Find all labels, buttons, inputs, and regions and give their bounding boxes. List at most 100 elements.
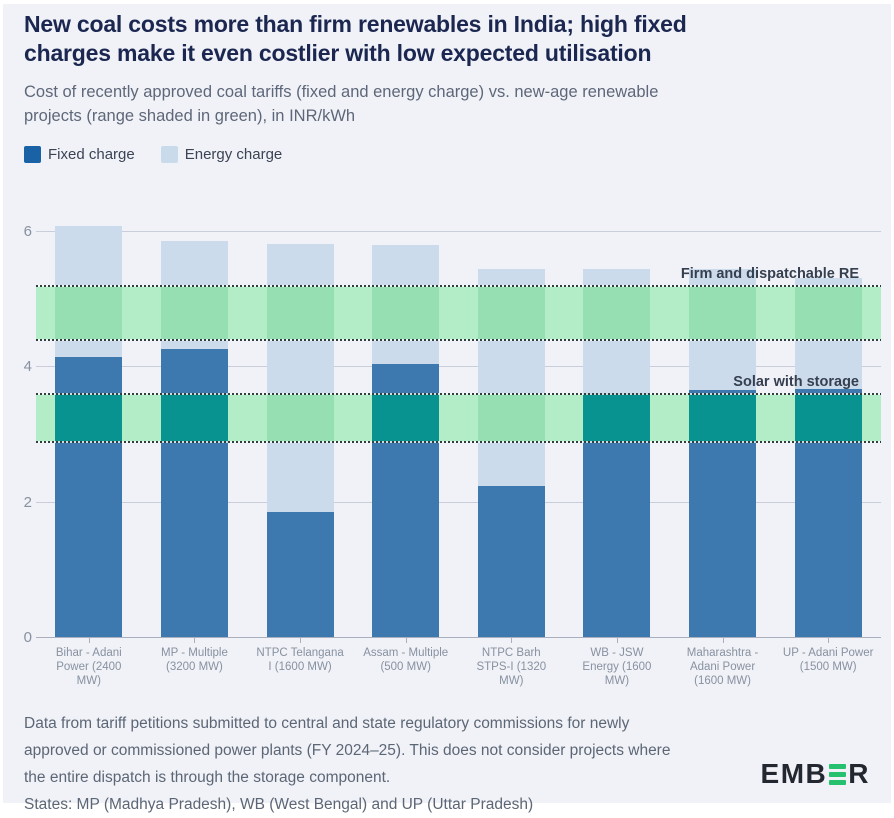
bar-2-energy-seg	[266, 339, 334, 395]
x-axis-label-4: NTPC Barh STPS-I (1320 MW)	[476, 647, 547, 687]
bar-3-fixed-seg	[372, 363, 440, 395]
plot-area: Firm and dispatchable RE Solar with stora…	[36, 210, 881, 643]
bar-3-fixed-seg	[372, 393, 440, 442]
x-axis-label-6: Maharashtra - Adani Power (1600 MW)	[686, 647, 759, 687]
bar-4-energy-seg	[477, 269, 545, 286]
x-axis-label-5: WB - JSW Energy (1600 MW)	[582, 647, 652, 687]
gridline-4	[36, 366, 881, 368]
x-tick-3	[405, 638, 407, 643]
x-axis-label-1: MP - Multiple (3200 MW)	[160, 647, 228, 673]
bar-1-energy-seg	[160, 240, 228, 286]
x-axis-label-7: UP - Adani Power (1500 MW)	[782, 647, 874, 673]
bar-4-fixed-seg	[477, 485, 545, 638]
legend-label-energy: Energy charge	[184, 146, 283, 163]
bar-4-energy-seg	[477, 393, 545, 442]
bar-3-fixed-seg	[372, 441, 440, 638]
legend-item-fixed-charge: Fixed charge	[24, 146, 135, 163]
x-tick-1	[194, 638, 196, 643]
energy-charge-swatch	[160, 146, 178, 163]
bar-7-energy-seg	[794, 277, 862, 286]
band-0-dotted-edge	[36, 339, 881, 342]
band-1-dotted-edge	[36, 440, 881, 443]
bar-2-energy-seg	[266, 393, 334, 442]
bar-5-energy-seg	[583, 339, 651, 393]
bar-5-fixed-seg	[583, 393, 651, 442]
x-axis-label-0: Bihar - Adani Power (2400 MW)	[55, 647, 122, 687]
bar-5-fixed-seg	[583, 441, 651, 638]
y-tick-label-6: 6	[23, 222, 32, 240]
band-label-1: Solar with storage	[733, 374, 859, 391]
y-tick-label-4: 4	[23, 358, 32, 376]
x-tick-4	[511, 638, 513, 643]
bar-3-energy-seg	[372, 285, 440, 341]
footnote-line-1: Data from tariff petitions submitted to …	[24, 715, 630, 732]
gridline-0	[36, 637, 881, 638]
title-line-2: charges make it even costlier with low e…	[24, 40, 652, 66]
footnote-line-4: States: MP (Madhya Pradesh), WB (West Be…	[24, 796, 534, 813]
bar-0-energy-seg	[55, 285, 123, 341]
ember-logo: EMB R	[761, 758, 870, 790]
bar-7-fixed-seg	[794, 388, 862, 395]
bar-1-fixed-seg	[160, 393, 228, 442]
x-tick-5	[616, 638, 618, 643]
bar-1-fixed-seg	[160, 441, 228, 638]
legend-item-energy-charge: Energy charge	[160, 146, 283, 163]
x-tick-7	[828, 638, 830, 643]
logo-text-r: R	[848, 758, 870, 789]
bar-0-energy-seg	[55, 339, 123, 358]
bar-1-fixed-seg	[160, 348, 228, 395]
bar-6-energy-seg	[689, 285, 757, 341]
gridline-6	[36, 230, 881, 232]
band-1-dotted-edge	[36, 393, 881, 396]
bar-0-fixed-seg	[55, 441, 123, 638]
x-tick-6	[722, 638, 724, 643]
bar-3-energy-seg	[372, 245, 440, 286]
bar-2-energy-seg	[266, 244, 334, 286]
chart-subtitle: Cost of recently approved coal tariffs (…	[24, 80, 874, 128]
bar-0-energy-seg	[55, 225, 123, 286]
x-axis-label-2: NTPC Telangana I (1600 MW)	[256, 647, 344, 673]
bar-7-fixed-seg	[794, 393, 862, 442]
subtitle-line-1: Cost of recently approved coal tariffs (…	[24, 83, 659, 101]
bar-2-energy-seg	[266, 441, 334, 513]
bar-2-fixed-seg	[266, 511, 334, 638]
subtitle-line-2: projects (range shaded in green), in INR…	[24, 107, 356, 125]
fixed-charge-swatch	[24, 146, 41, 163]
bar-6-fixed-seg	[689, 388, 757, 395]
bar-4-energy-seg	[477, 441, 545, 487]
title-line-1: New coal costs more than firm renewables…	[24, 11, 687, 37]
page-title: New coal costs more than firm renewables…	[24, 10, 874, 68]
band-0-dotted-edge	[36, 284, 881, 287]
x-tick-0	[88, 638, 90, 643]
bar-6-energy-seg	[689, 269, 757, 286]
footnote-line-3: the entire dispatch is through the stora…	[24, 769, 391, 786]
logo-green-e-icon	[829, 763, 847, 785]
y-tick-label-2: 2	[23, 493, 32, 511]
footnote: Data from tariff petitions submitted to …	[24, 710, 684, 818]
bar-2-energy-seg	[266, 285, 334, 341]
bar-6-fixed-seg	[689, 441, 757, 638]
bar-7-fixed-seg	[794, 441, 862, 638]
band-label-0: Firm and dispatchable RE	[680, 265, 859, 282]
bar-3-energy-seg	[372, 339, 440, 364]
bar-0-fixed-seg	[55, 356, 123, 395]
bar-0-fixed-seg	[55, 393, 123, 442]
bar-5-energy-seg	[583, 269, 651, 286]
bar-7-energy-seg	[794, 285, 862, 341]
bar-4-energy-seg	[477, 339, 545, 395]
chart-legend: Fixed charge Energy charge	[24, 146, 282, 163]
footnote-line-2: approved or commissioned power plants (F…	[24, 742, 671, 759]
bar-7-energy-seg	[794, 339, 862, 389]
bar-1-energy-seg	[160, 339, 228, 349]
gridline-2	[36, 501, 881, 503]
legend-label-fixed: Fixed charge	[48, 146, 135, 163]
x-tick-2	[300, 638, 302, 643]
bar-4-energy-seg	[477, 285, 545, 341]
bar-5-energy-seg	[583, 285, 651, 341]
x-axis-label-3: Assam - Multiple (500 MW)	[363, 647, 449, 673]
bar-6-energy-seg	[689, 339, 757, 390]
logo-text-emb: EMB	[760, 758, 828, 789]
bar-6-fixed-seg	[689, 393, 757, 442]
y-tick-label-0: 0	[23, 629, 32, 646]
